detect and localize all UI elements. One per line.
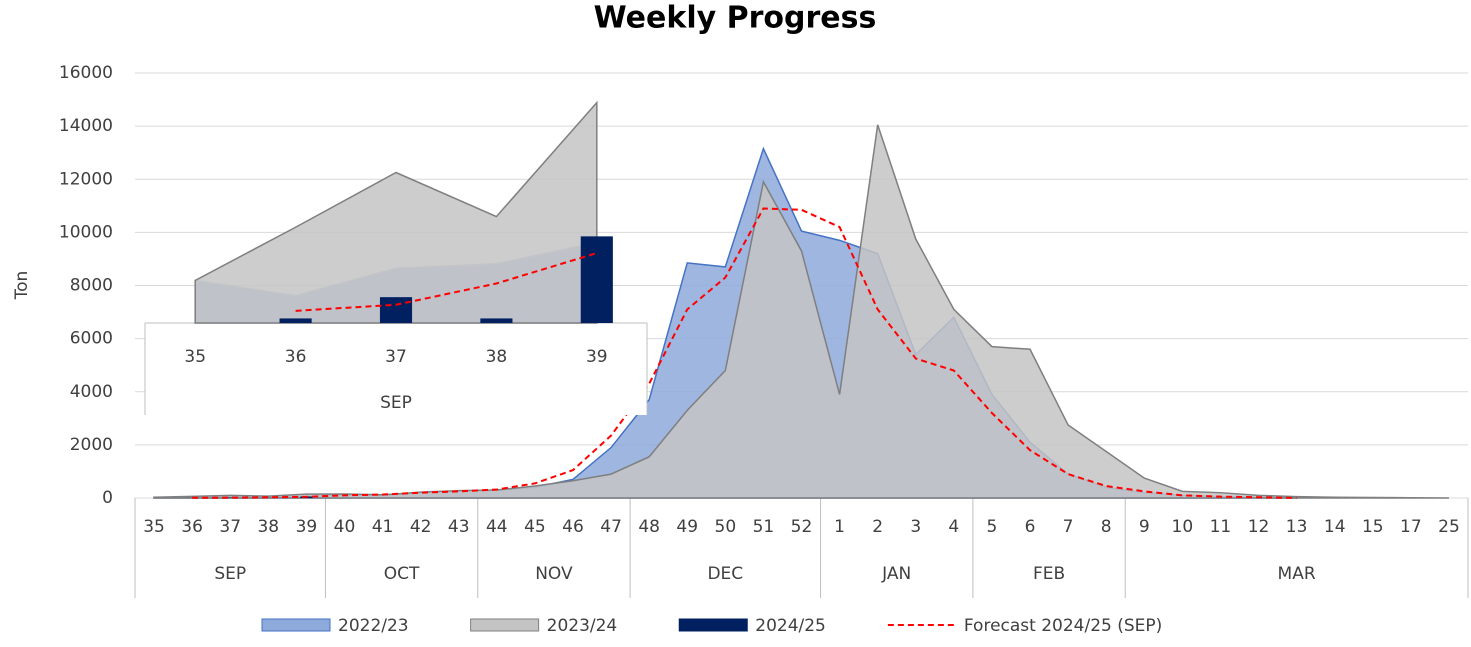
x-tick-label: 6 bbox=[1025, 517, 1036, 537]
chart-title: Weekly Progress bbox=[594, 1, 877, 36]
y-tick-label: 14000 bbox=[59, 116, 113, 136]
bar bbox=[279, 318, 312, 323]
legend-swatch bbox=[678, 618, 748, 632]
x-tick-label: 38 bbox=[257, 517, 279, 537]
x-tick-label: 35 bbox=[143, 517, 165, 537]
x-tick-label: 38 bbox=[486, 347, 508, 367]
x-tick-label: 8 bbox=[1101, 517, 1112, 537]
group-label: MAR bbox=[1278, 564, 1316, 584]
x-tick-label: 10 bbox=[1172, 517, 1194, 537]
x-tick-label: 3 bbox=[910, 517, 921, 537]
y-tick-label: 16000 bbox=[59, 63, 113, 83]
x-tick-label: 12 bbox=[1248, 517, 1270, 537]
legend-swatch bbox=[261, 618, 331, 632]
x-tick-label: 37 bbox=[385, 347, 407, 367]
x-tick-label: 37 bbox=[219, 517, 241, 537]
x-tick-label: 14 bbox=[1324, 517, 1346, 537]
y-tick-label: 0 bbox=[102, 488, 113, 508]
y-tick-label: 10000 bbox=[59, 222, 113, 242]
legend-label: 2023/24 bbox=[547, 616, 618, 636]
x-tick-label: 39 bbox=[586, 347, 608, 367]
line bbox=[192, 207, 1297, 499]
x-tick-label: 11 bbox=[1210, 517, 1232, 537]
x-tick-label: 9 bbox=[1139, 517, 1150, 537]
x-tick-label: 39 bbox=[296, 517, 318, 537]
area bbox=[153, 124, 1449, 499]
group-label: SEP bbox=[380, 393, 412, 413]
group-label: DEC bbox=[707, 564, 743, 584]
group-label: OCT bbox=[384, 564, 420, 584]
x-tick-label: 44 bbox=[486, 517, 508, 537]
x-tick-label: 45 bbox=[524, 517, 546, 537]
y-tick-label: 4000 bbox=[70, 382, 113, 402]
area bbox=[194, 100, 598, 324]
x-tick-label: 35 bbox=[184, 347, 206, 367]
bar bbox=[580, 236, 613, 323]
x-tick-label: 52 bbox=[791, 517, 813, 537]
x-tick-label: 25 bbox=[1438, 517, 1460, 537]
x-tick-label: 42 bbox=[410, 517, 432, 537]
group-label: JAN bbox=[881, 564, 911, 584]
group-label: SEP bbox=[214, 564, 246, 584]
bar bbox=[379, 297, 413, 323]
y-tick-label: 8000 bbox=[70, 276, 113, 296]
x-tick-label: 7 bbox=[1063, 517, 1074, 537]
y-axis-label: Ton bbox=[12, 271, 32, 301]
y-tick-label: 12000 bbox=[59, 169, 113, 189]
x-tick-label: 50 bbox=[715, 517, 737, 537]
legend-swatch bbox=[470, 618, 540, 632]
x-tick-label: 49 bbox=[676, 517, 698, 537]
x-tick-label: 15 bbox=[1362, 517, 1384, 537]
y-tick-label: 6000 bbox=[70, 329, 113, 349]
y-tick-label: 2000 bbox=[70, 435, 113, 455]
inset-axis-background bbox=[145, 323, 647, 415]
x-tick-label: 43 bbox=[448, 517, 470, 537]
x-tick-label: 5 bbox=[987, 517, 998, 537]
x-tick-label: 48 bbox=[638, 517, 660, 537]
x-tick-label: 13 bbox=[1286, 517, 1308, 537]
x-tick-label: 47 bbox=[600, 517, 622, 537]
group-label: NOV bbox=[535, 564, 573, 584]
x-tick-label: 1 bbox=[834, 517, 845, 537]
x-tick-label: 41 bbox=[372, 517, 394, 537]
x-tick-label: 40 bbox=[334, 517, 356, 537]
x-tick-label: 51 bbox=[753, 517, 775, 537]
x-tick-label: 46 bbox=[562, 517, 584, 537]
x-tick-label: 17 bbox=[1400, 517, 1422, 537]
line bbox=[295, 252, 598, 312]
legend-label: 2022/23 bbox=[338, 616, 409, 636]
x-tick-label: 36 bbox=[285, 347, 307, 367]
legend-label: 2024/25 bbox=[755, 616, 826, 636]
bar bbox=[480, 318, 513, 323]
x-tick-label: 36 bbox=[181, 517, 203, 537]
x-tick-label: 2 bbox=[872, 517, 883, 537]
x-tick-label: 4 bbox=[948, 517, 959, 537]
legend-label: Forecast 2024/25 (SEP) bbox=[964, 616, 1162, 636]
group-label: FEB bbox=[1033, 564, 1065, 584]
